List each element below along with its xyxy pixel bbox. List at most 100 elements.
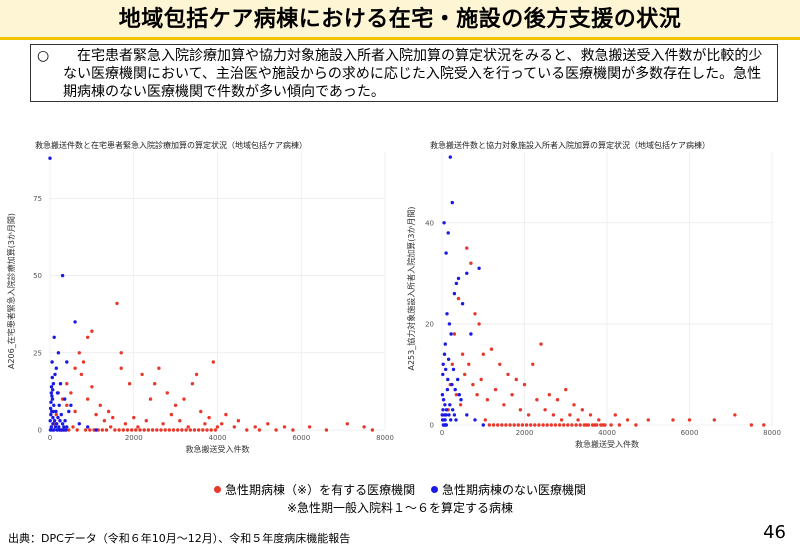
data-point-no-acute <box>58 382 63 386</box>
data-point-no-acute <box>457 393 461 397</box>
data-point-acute <box>582 423 586 427</box>
data-point-no-acute <box>65 360 69 364</box>
data-point-acute <box>192 428 197 432</box>
data-point-acute <box>489 347 494 351</box>
data-point-acute <box>111 415 115 420</box>
data-point-acute <box>203 422 207 426</box>
data-point-no-acute <box>50 375 54 380</box>
data-point-acute <box>155 428 159 432</box>
data-point-acute <box>481 352 485 356</box>
data-point-no-acute <box>56 351 61 355</box>
data-point-acute <box>173 403 178 407</box>
data-point-acute <box>671 418 675 422</box>
data-point-acute <box>545 423 549 427</box>
data-point-acute <box>130 428 134 432</box>
data-point-acute <box>104 428 109 432</box>
data-point-acute <box>553 423 558 427</box>
data-point-acute <box>77 351 82 355</box>
data-point-acute <box>121 428 126 432</box>
data-point-acute <box>109 425 113 429</box>
x-tick-label: 4000 <box>209 434 227 442</box>
data-point-no-acute <box>446 377 450 382</box>
data-point-acute <box>687 418 692 422</box>
data-point-acute <box>547 393 551 397</box>
data-point-acute <box>146 428 151 432</box>
legend: 急性期病棟（※）を有する医療機関 急性期病棟のない医療機関 <box>0 482 800 498</box>
data-point-acute <box>88 428 92 432</box>
data-point-acute <box>467 362 471 366</box>
data-point-acute <box>518 408 523 412</box>
data-point-no-acute <box>52 419 57 423</box>
data-point-no-acute <box>54 366 58 370</box>
data-point-acute <box>646 418 650 422</box>
title-band <box>0 0 800 40</box>
source-citation: 出典：DPCデータ（令和６年10月～12月）、令和５年度病床機能報告 <box>8 532 351 545</box>
data-point-no-acute <box>481 423 485 427</box>
data-point-acute <box>345 422 349 426</box>
data-point-acute <box>564 387 568 392</box>
data-point-no-acute <box>53 372 57 377</box>
data-point-acute <box>90 329 94 333</box>
data-point-acute <box>94 412 98 417</box>
data-point-acute <box>508 423 512 427</box>
y-tick-label: 75 <box>33 195 42 203</box>
data-point-no-acute <box>56 415 60 420</box>
data-point-acute <box>81 360 86 364</box>
data-point-acute <box>576 418 580 422</box>
data-point-acute <box>586 423 591 427</box>
data-point-acute <box>167 428 171 432</box>
data-point-no-acute <box>444 367 448 372</box>
x-tick-label: 4000 <box>598 429 616 437</box>
data-point-no-acute <box>465 413 469 417</box>
data-point-acute <box>307 425 312 429</box>
data-point-no-acute <box>445 312 449 316</box>
data-point-no-acute <box>441 408 445 412</box>
data-point-acute <box>86 335 90 339</box>
data-point-no-acute <box>73 320 77 324</box>
y-axis-label: A206_在宅患者緊急入院診療加算(3か月間) <box>6 213 16 369</box>
data-point-acute <box>498 362 502 366</box>
legend-label-acute: 急性期病棟（※）を有する医療機関 <box>225 483 416 497</box>
data-point-no-acute <box>77 422 82 426</box>
data-point-acute <box>142 428 146 432</box>
data-point-acute <box>163 428 167 432</box>
x-tick-label: 2000 <box>125 434 143 442</box>
data-point-acute <box>73 409 77 414</box>
data-point-acute <box>150 428 155 432</box>
data-point-acute <box>205 428 209 432</box>
data-point-acute <box>184 428 188 432</box>
data-point-no-acute <box>443 403 447 407</box>
data-point-acute <box>197 428 201 432</box>
data-point-no-acute <box>442 221 446 225</box>
data-point-acute <box>161 422 165 426</box>
data-point-acute <box>266 422 270 426</box>
data-point-acute <box>370 428 375 432</box>
x-tick-label: 2000 <box>516 429 534 437</box>
data-point-no-acute <box>67 409 71 414</box>
data-point-acute <box>215 425 220 429</box>
data-point-acute <box>165 391 169 395</box>
data-point-acute <box>188 428 192 432</box>
data-point-acute <box>733 413 737 417</box>
data-point-acute <box>115 301 119 306</box>
data-point-acute <box>469 261 473 265</box>
data-point-acute <box>282 425 287 429</box>
data-point-no-acute <box>49 400 53 404</box>
data-point-acute <box>574 423 578 427</box>
data-point-acute <box>512 423 516 427</box>
data-point-acute <box>483 418 487 422</box>
y-tick-label: 50 <box>33 272 42 280</box>
data-point-acute <box>491 423 496 427</box>
data-point-no-acute <box>51 388 55 392</box>
data-point-acute <box>578 423 582 427</box>
data-point-acute <box>458 403 463 407</box>
data-point-acute <box>106 409 111 414</box>
data-point-acute <box>171 428 176 432</box>
data-point-acute <box>465 246 469 250</box>
x-axis-label: 救急搬送受入件数 <box>186 444 250 454</box>
data-point-acute <box>599 423 603 427</box>
data-point-no-acute <box>452 413 457 417</box>
data-point-acute <box>477 322 481 326</box>
data-point-no-acute <box>456 377 460 382</box>
data-point-acute <box>65 403 69 407</box>
